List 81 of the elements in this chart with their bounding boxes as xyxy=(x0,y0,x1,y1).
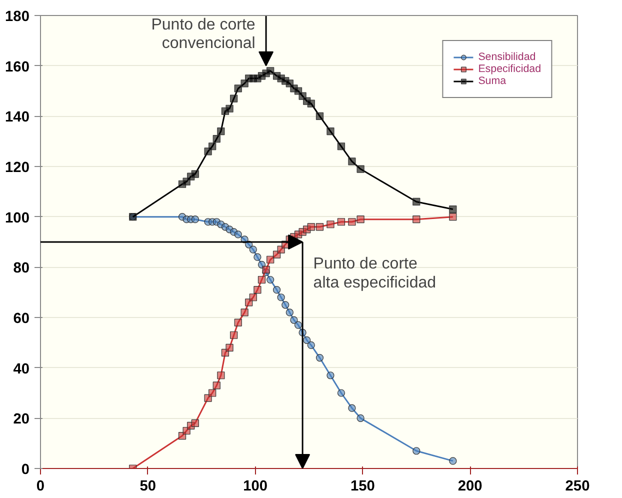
point xyxy=(234,318,242,326)
point xyxy=(449,213,457,221)
y-tick-label: 100 xyxy=(5,210,30,226)
point xyxy=(412,216,420,224)
y-tick-label: 120 xyxy=(5,160,30,176)
point xyxy=(249,246,257,254)
point xyxy=(262,266,270,274)
point xyxy=(326,220,334,228)
point xyxy=(412,198,420,206)
point xyxy=(230,331,238,339)
point xyxy=(348,158,356,166)
point xyxy=(337,142,346,150)
point xyxy=(226,104,234,112)
point xyxy=(208,389,216,397)
y-tick-label: 140 xyxy=(5,110,30,126)
point xyxy=(286,308,294,316)
point xyxy=(204,394,212,402)
point xyxy=(348,218,356,226)
point xyxy=(449,205,457,214)
point xyxy=(266,276,274,284)
point xyxy=(191,419,199,427)
point xyxy=(316,112,324,120)
y-tick-label: 20 xyxy=(13,412,30,428)
x-tick-label: 200 xyxy=(458,478,482,494)
point xyxy=(326,372,334,380)
point xyxy=(254,286,262,294)
point xyxy=(217,372,225,380)
point xyxy=(348,404,356,412)
point xyxy=(356,165,364,173)
y-tick-label: 60 xyxy=(13,311,30,327)
legend-label: Sensibilidad xyxy=(478,51,536,63)
point xyxy=(298,92,306,100)
point xyxy=(277,294,285,302)
point xyxy=(234,84,242,92)
y-tick-label: 180 xyxy=(5,9,30,25)
point xyxy=(303,336,311,344)
annotation: Punto de corte alta especificidad xyxy=(313,256,436,292)
point xyxy=(449,457,457,465)
point xyxy=(307,100,315,108)
point xyxy=(356,216,364,224)
point xyxy=(290,316,298,324)
point xyxy=(254,253,262,261)
point xyxy=(212,135,220,143)
point xyxy=(282,301,290,309)
x-tick-label: 100 xyxy=(243,478,268,494)
point xyxy=(234,230,242,238)
x-tick-label: 0 xyxy=(36,478,45,494)
point xyxy=(326,127,334,136)
legend-label: Suma xyxy=(478,75,506,87)
point xyxy=(307,223,315,231)
point xyxy=(412,447,420,455)
point xyxy=(191,170,199,178)
point xyxy=(266,67,274,75)
point xyxy=(316,354,324,362)
point xyxy=(191,216,199,224)
x-tick-label: 250 xyxy=(565,478,590,494)
point xyxy=(307,341,315,349)
x-tick-label: 150 xyxy=(350,478,375,494)
point xyxy=(208,142,216,150)
point xyxy=(266,256,274,264)
x-tick-label: 50 xyxy=(140,478,156,494)
point xyxy=(272,286,281,294)
point xyxy=(356,414,364,422)
legend-label: Especificidad xyxy=(478,63,541,75)
y-tick-label: 40 xyxy=(13,361,30,378)
point xyxy=(217,127,225,136)
point xyxy=(230,94,238,102)
point xyxy=(316,223,324,231)
y-tick-label: 80 xyxy=(13,260,30,277)
point xyxy=(240,80,248,88)
point xyxy=(249,294,257,302)
y-tick-label: 0 xyxy=(21,462,30,478)
point xyxy=(337,218,346,226)
point xyxy=(212,382,220,390)
annotation: Punto de corte convencional xyxy=(151,16,256,52)
point xyxy=(240,308,248,316)
point xyxy=(226,344,234,352)
point xyxy=(258,276,266,284)
y-tick-label: 160 xyxy=(5,59,30,76)
point xyxy=(337,389,346,397)
point xyxy=(294,321,302,329)
